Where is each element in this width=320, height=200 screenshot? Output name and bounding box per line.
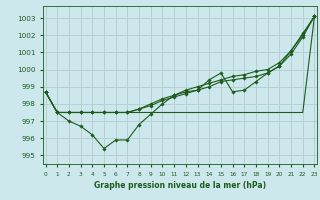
X-axis label: Graphe pression niveau de la mer (hPa): Graphe pression niveau de la mer (hPa)	[94, 181, 266, 190]
